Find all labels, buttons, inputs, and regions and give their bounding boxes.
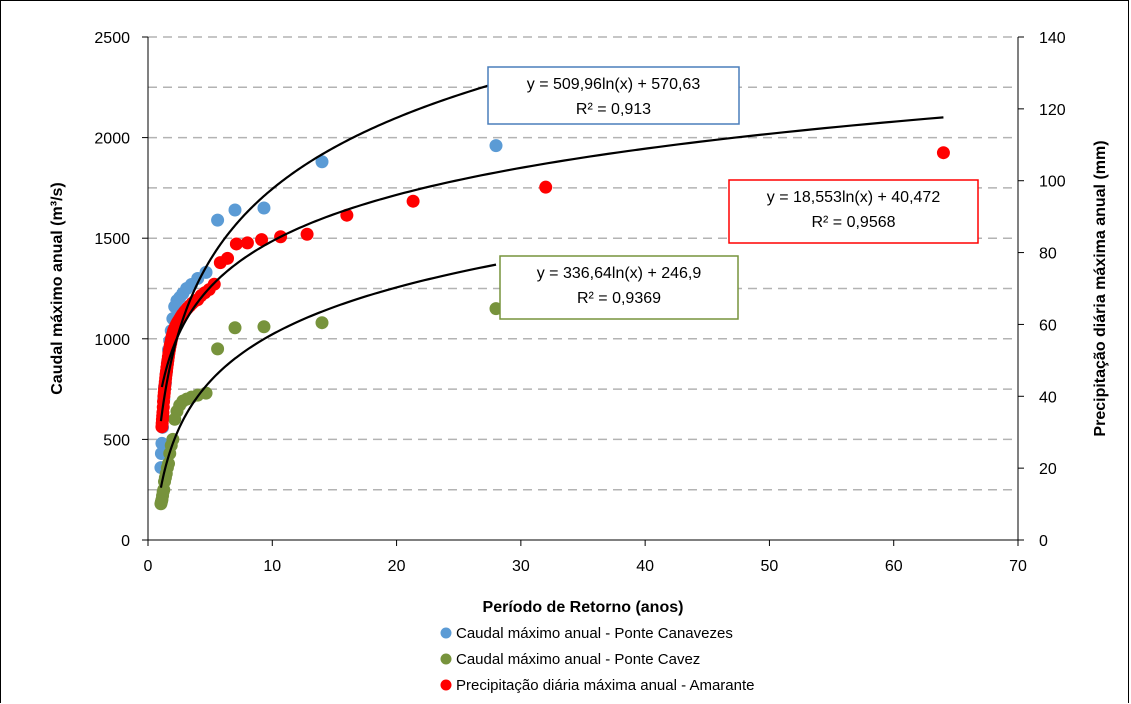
data-point-series-2 [211, 342, 225, 356]
x-tick-label: 10 [263, 558, 281, 575]
y-right-tick-label: 20 [1039, 461, 1057, 478]
trendline-equation: y = 509,96ln(x) + 570,63 [527, 76, 701, 93]
y-right-tick-label: 40 [1039, 389, 1057, 406]
y-right-tick-label: 60 [1039, 317, 1057, 334]
x-tick-label: 50 [761, 558, 779, 575]
trendline-series-3 [160, 116, 944, 388]
data-point-series-1 [315, 155, 329, 169]
y-right-tick-label: 0 [1039, 533, 1048, 550]
data-point-series-2 [315, 316, 329, 330]
y-axis-left-title: Caudal máximo anual (m³/s) [49, 182, 66, 395]
data-point-series-1 [489, 139, 503, 153]
data-point-series-3 [240, 236, 254, 250]
x-tick-label: 30 [512, 558, 530, 575]
x-tick-label: 70 [1009, 558, 1027, 575]
x-tick-label: 0 [144, 558, 153, 575]
trendline-equation-box-3 [728, 179, 979, 244]
y-right-tick-label: 80 [1039, 246, 1057, 263]
data-point-series-3 [936, 146, 950, 160]
y-left-tick-label: 0 [121, 533, 130, 550]
trendline-series-1 [159, 82, 497, 422]
data-point-series-3 [406, 194, 420, 208]
x-tick-label: 20 [388, 558, 406, 575]
x-tick-label: 40 [636, 558, 654, 575]
trendline-series-2 [159, 263, 497, 488]
y-axis-right-title: Precipitação diária máxima anual (mm) [1092, 140, 1109, 436]
x-axis-title: Período de Retorno (anos) [483, 599, 684, 616]
y-left-tick-label: 1500 [94, 231, 130, 248]
data-point-series-2 [257, 320, 271, 334]
legend-label-series-3: Precipitação diária máxima anual - Amara… [456, 677, 754, 694]
y-left-tick-label: 500 [103, 432, 130, 449]
y-left-tick-label: 2500 [94, 30, 130, 47]
data-point-series-3 [255, 233, 269, 247]
y-right-tick-label: 120 [1039, 102, 1066, 119]
trendline-r2: R² = 0,9369 [577, 290, 661, 307]
data-point-series-1 [211, 213, 225, 227]
legend-label-series-1: Caudal máximo anual - Ponte Canavezes [456, 625, 733, 642]
trendline-r2: R² = 0,913 [576, 101, 651, 118]
data-point-series-3 [300, 227, 314, 241]
data-point-series-3 [229, 237, 243, 251]
data-point-series-3 [539, 180, 553, 194]
y-left-tick-label: 2000 [94, 131, 130, 148]
data-point-series-2 [168, 412, 182, 426]
data-point-series-3 [155, 420, 169, 434]
x-tick-label: 60 [885, 558, 903, 575]
legend-marker-series-1 [440, 627, 452, 639]
trendline-equation: y = 18,553ln(x) + 40,472 [767, 189, 941, 206]
data-point-series-3 [213, 256, 227, 270]
data-point-series-1 [257, 201, 271, 215]
data-point-series-2 [154, 497, 168, 511]
y-left-tick-label: 1000 [94, 332, 130, 349]
y-right-tick-label: 140 [1039, 30, 1066, 47]
trendline-equation-box-1 [487, 66, 740, 125]
trendline-equation-box-2 [499, 255, 739, 320]
legend-label-series-2: Caudal máximo anual - Ponte Cavez [456, 651, 700, 668]
data-point-series-1 [228, 203, 242, 217]
legend-marker-series-3 [440, 679, 452, 691]
y-right-tick-label: 100 [1039, 174, 1066, 191]
data-point-series-2 [228, 321, 242, 335]
trendline-equation: y = 336,64ln(x) + 246,9 [537, 265, 702, 282]
trendline-r2: R² = 0,9568 [811, 214, 895, 231]
legend-marker-series-2 [440, 653, 452, 665]
